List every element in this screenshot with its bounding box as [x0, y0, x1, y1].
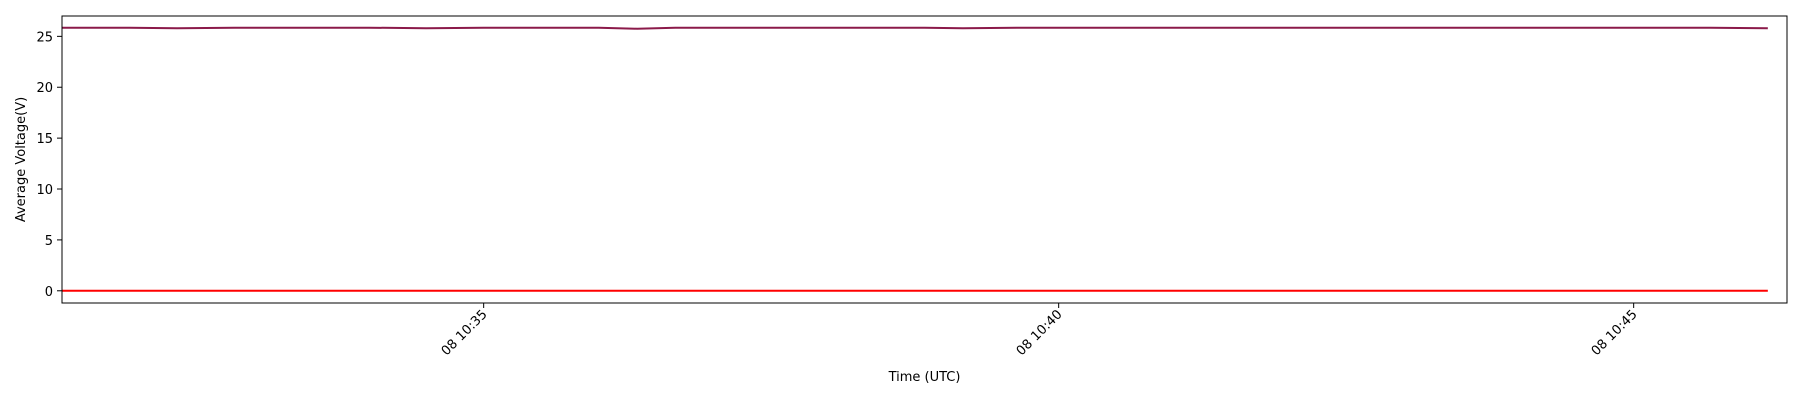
y-axis-label: Average Voltage(V): [14, 97, 29, 222]
y-tick-label: 10: [36, 183, 53, 198]
y-tick-label: 0: [45, 285, 53, 300]
y-axis-ticks: 0 5 10 15 20 25: [36, 30, 62, 300]
x-tick-label: 08 10:35: [439, 307, 491, 359]
y-tick-label: 25: [36, 30, 53, 45]
y-tick-label: 20: [36, 81, 53, 96]
y-tick-label: 5: [45, 234, 53, 249]
x-axis-ticks: 08 10:35 08 10:40 08 10:45: [439, 303, 1641, 359]
x-tick-label: 08 10:40: [1014, 307, 1066, 359]
y-tick-label: 15: [36, 132, 53, 147]
x-tick-label: 08 10:45: [1589, 307, 1641, 359]
x-axis-label: Time (UTC): [888, 370, 961, 385]
series-layer: [62, 26, 1768, 292]
series-line-1: [62, 26, 1768, 30]
plot-frame: [61, 15, 1788, 304]
